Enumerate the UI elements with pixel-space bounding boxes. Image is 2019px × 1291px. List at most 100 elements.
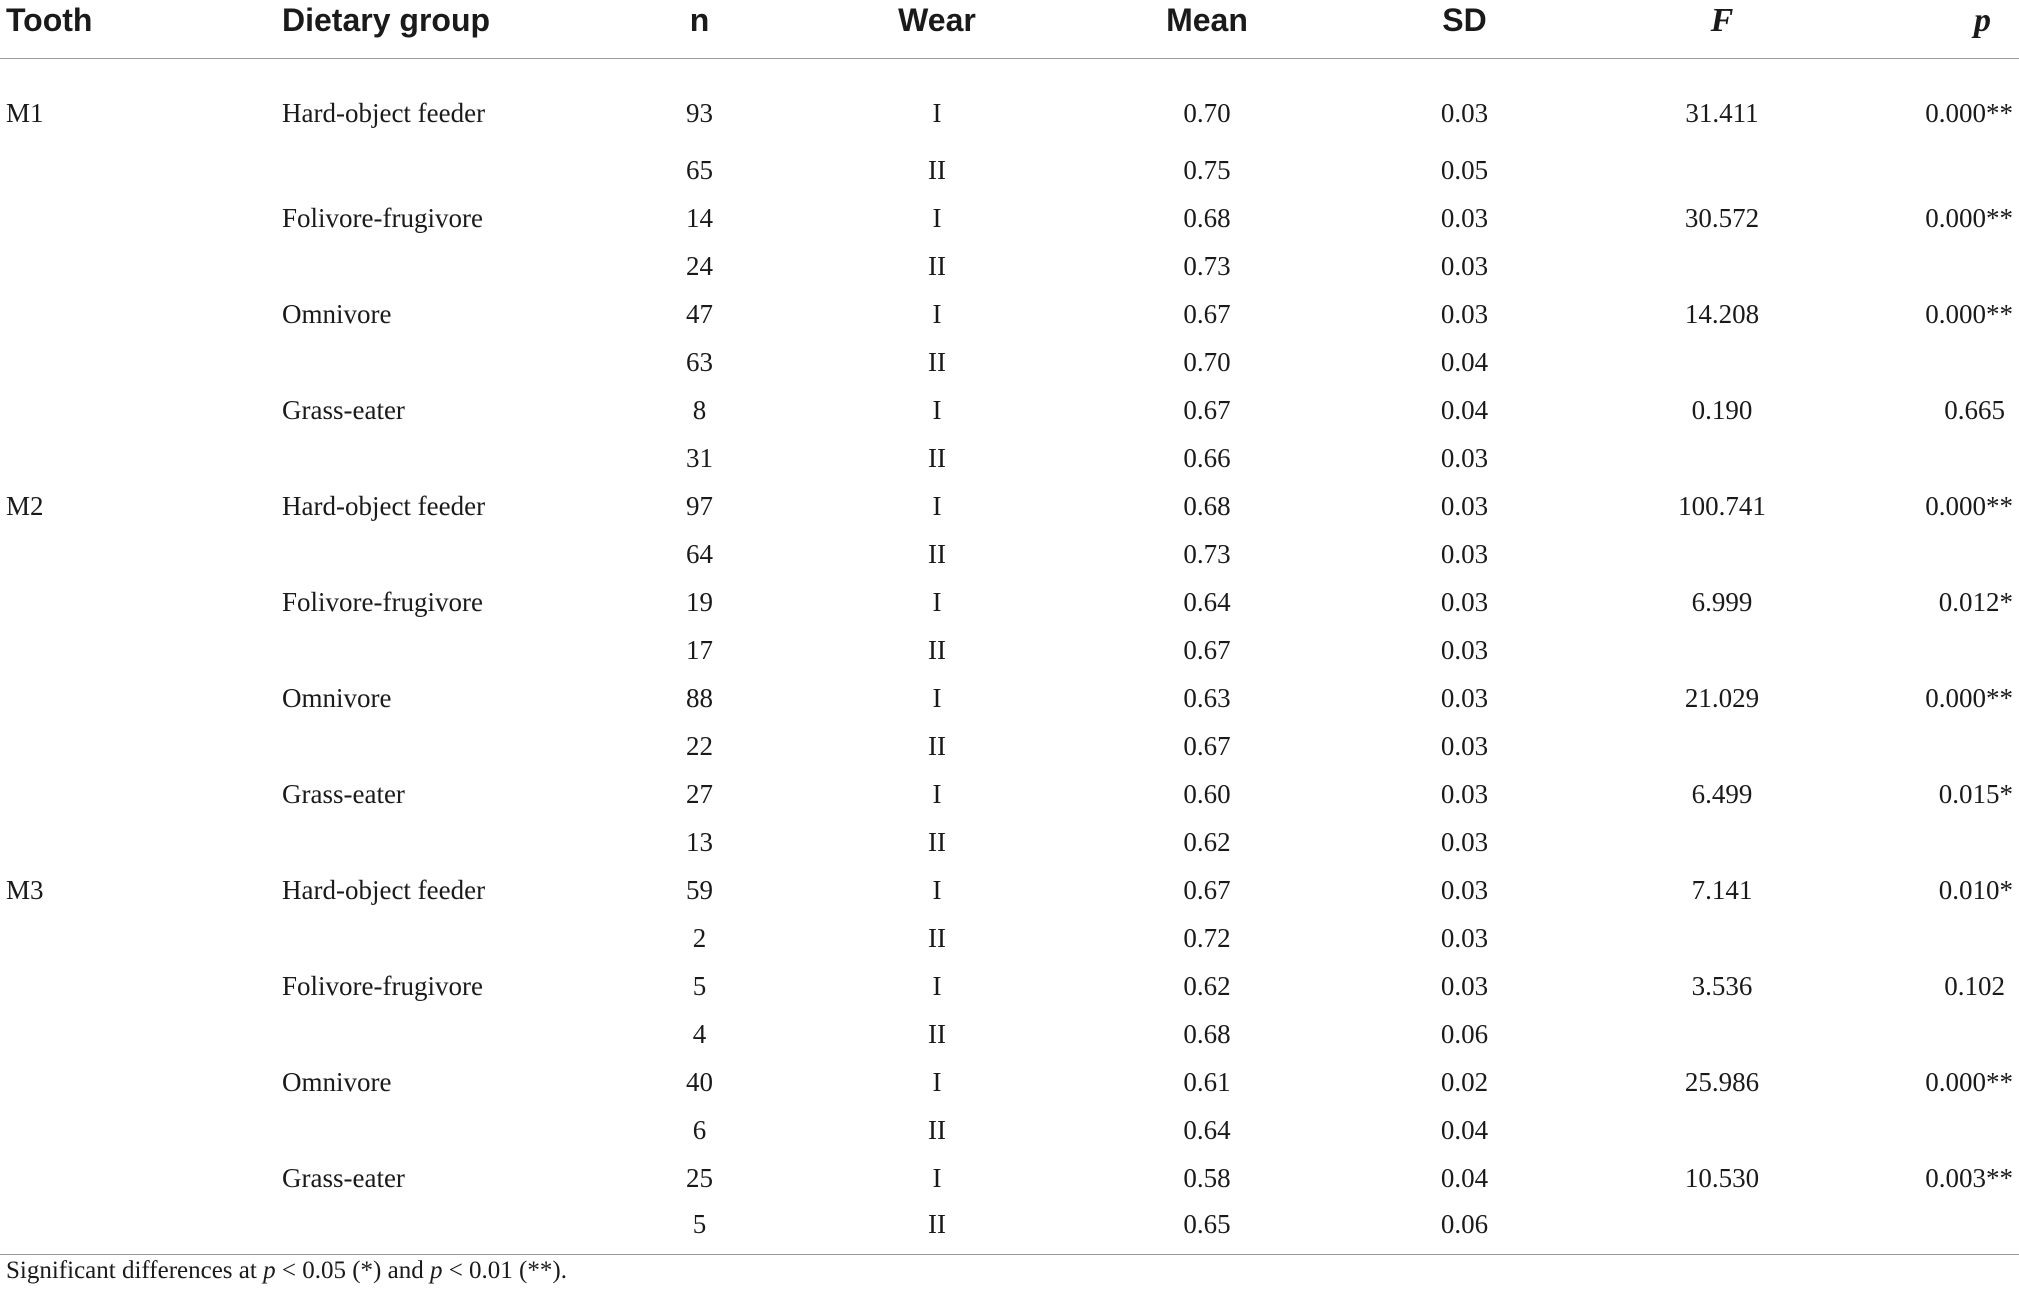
- cell-n: 97: [686, 490, 713, 521]
- table-row: M3 Hard-object feeder 59 I 0.67 0.03 7.141 0.01…: [0, 866, 2019, 914]
- cell-tooth: [0, 1202, 282, 1255]
- cell-mean: 0.67: [1183, 730, 1231, 761]
- table-row: Folivore-frugivore 14 I 0.68 0.03 30.572 0.000…: [0, 194, 2019, 242]
- cell-f: [1637, 146, 1807, 194]
- cell-tooth: [0, 578, 282, 626]
- cell-p: 0.015*: [1938, 778, 2013, 809]
- cell-mean: 0.68: [1183, 202, 1231, 233]
- cell-n: 4: [692, 1018, 707, 1049]
- cell-wear: I: [932, 1162, 942, 1193]
- cell-p: [1807, 242, 2019, 290]
- cell-wear: II: [928, 1114, 946, 1145]
- cell-tooth: [0, 914, 282, 962]
- footnote-p-variable-1: p: [263, 1257, 276, 1284]
- cell-sd: 0.04: [1440, 1114, 1489, 1145]
- header-p: p: [1807, 0, 2019, 59]
- table-row: 24 II 0.73 0.03: [0, 242, 2019, 290]
- cell-tooth: [0, 290, 282, 338]
- cell-p: [1807, 914, 2019, 962]
- cell-n: 64: [686, 538, 713, 569]
- cell-sd: 0.03: [1440, 826, 1489, 857]
- cell-p: 0.000**: [1925, 1066, 2013, 1097]
- cell-p: 0.010*: [1938, 874, 2013, 905]
- cell-n: 8: [692, 394, 707, 425]
- cell-n: 2: [692, 922, 707, 953]
- cell-wear: I: [932, 298, 942, 329]
- cell-mean: 0.70: [1183, 346, 1231, 377]
- cell-p: 0.102: [1944, 970, 2005, 1001]
- cell-f: [1637, 530, 1807, 578]
- cell-mean: 0.66: [1183, 442, 1231, 473]
- cell-dietary-group: [282, 914, 647, 962]
- cell-n: 14: [686, 202, 713, 233]
- cell-f: 6.999: [1691, 586, 1753, 617]
- cell-mean: 0.67: [1183, 394, 1231, 425]
- cell-sd: 0.02: [1440, 1066, 1489, 1097]
- cell-f: 31.411: [1685, 97, 1759, 128]
- cell-sd: 0.03: [1440, 250, 1489, 281]
- cell-n: 6: [692, 1114, 707, 1145]
- table-row: 63 II 0.70 0.04: [0, 338, 2019, 386]
- cell-wear: I: [932, 394, 942, 425]
- cell-p: [1807, 1010, 2019, 1058]
- table-row: M1 Hard-object feeder 93 I 0.70 0.03 31.411 0.0…: [0, 58, 2019, 146]
- cell-sd: 0.04: [1440, 346, 1489, 377]
- cell-sd: 0.03: [1440, 442, 1489, 473]
- cell-n: 25: [686, 1162, 713, 1193]
- cell-wear: II: [928, 346, 946, 377]
- header-n: n: [647, 0, 752, 59]
- cell-n: 88: [686, 682, 713, 713]
- cell-tooth: [0, 146, 282, 194]
- cell-dietary-group: Omnivore: [282, 1066, 392, 1097]
- cell-tooth: [0, 194, 282, 242]
- cell-n: 27: [686, 778, 713, 809]
- cell-sd: 0.03: [1440, 970, 1489, 1001]
- cell-dietary-group: Omnivore: [282, 682, 392, 713]
- table-row: 13 II 0.62 0.03: [0, 818, 2019, 866]
- table-row: 65 II 0.75 0.05: [0, 146, 2019, 194]
- cell-wear: I: [932, 874, 942, 905]
- cell-dietary-group: [282, 818, 647, 866]
- cell-sd: 0.06: [1440, 1018, 1489, 1049]
- header-dietary-group: Dietary group: [282, 0, 647, 59]
- cell-sd: 0.05: [1440, 154, 1489, 185]
- cell-p: 0.665: [1944, 394, 2005, 425]
- cell-wear: II: [928, 250, 946, 281]
- header-row: Tooth Dietary group n Wear Mean SD F p: [0, 0, 2019, 59]
- cell-tooth: [0, 818, 282, 866]
- cell-wear: I: [932, 490, 942, 521]
- cell-f: [1637, 434, 1807, 482]
- cell-sd: 0.03: [1440, 922, 1489, 953]
- table-row: Grass-eater 27 I 0.60 0.03 6.499 0.015*: [0, 770, 2019, 818]
- cell-sd: 0.03: [1440, 298, 1489, 329]
- table-row: Omnivore 40 I 0.61 0.02 25.986 0.000**: [0, 1058, 2019, 1106]
- cell-sd: 0.03: [1440, 634, 1489, 665]
- cell-sd: 0.03: [1440, 778, 1489, 809]
- cell-p: 0.000**: [1925, 298, 2013, 329]
- table-row: Folivore-frugivore 19 I 0.64 0.03 6.999 0.012*: [0, 578, 2019, 626]
- cell-sd: 0.03: [1440, 586, 1489, 617]
- cell-dietary-group: [282, 242, 647, 290]
- cell-wear: II: [928, 442, 946, 473]
- cell-mean: 0.75: [1183, 154, 1231, 185]
- footnote-prefix: Significant differences at: [6, 1257, 264, 1284]
- cell-sd: 0.03: [1440, 202, 1489, 233]
- cell-dietary-group: [282, 1010, 647, 1058]
- cell-f: [1637, 818, 1807, 866]
- cell-n: 17: [686, 634, 713, 665]
- cell-dietary-group: [282, 1202, 647, 1255]
- cell-f: [1637, 1202, 1807, 1255]
- cell-wear: II: [928, 1018, 946, 1049]
- cell-p: 0.003**: [1925, 1162, 2013, 1193]
- cell-dietary-group: [282, 338, 647, 386]
- cell-f: 3.536: [1691, 970, 1753, 1001]
- cell-mean: 0.62: [1183, 826, 1231, 857]
- cell-wear: II: [928, 826, 946, 857]
- cell-tooth: [0, 962, 282, 1010]
- cell-wear: I: [932, 778, 942, 809]
- cell-sd: 0.03: [1440, 490, 1489, 521]
- cell-dietary-group: [282, 434, 647, 482]
- cell-wear: II: [928, 634, 946, 665]
- cell-sd: 0.03: [1440, 874, 1489, 905]
- cell-dietary-group: Omnivore: [282, 298, 392, 329]
